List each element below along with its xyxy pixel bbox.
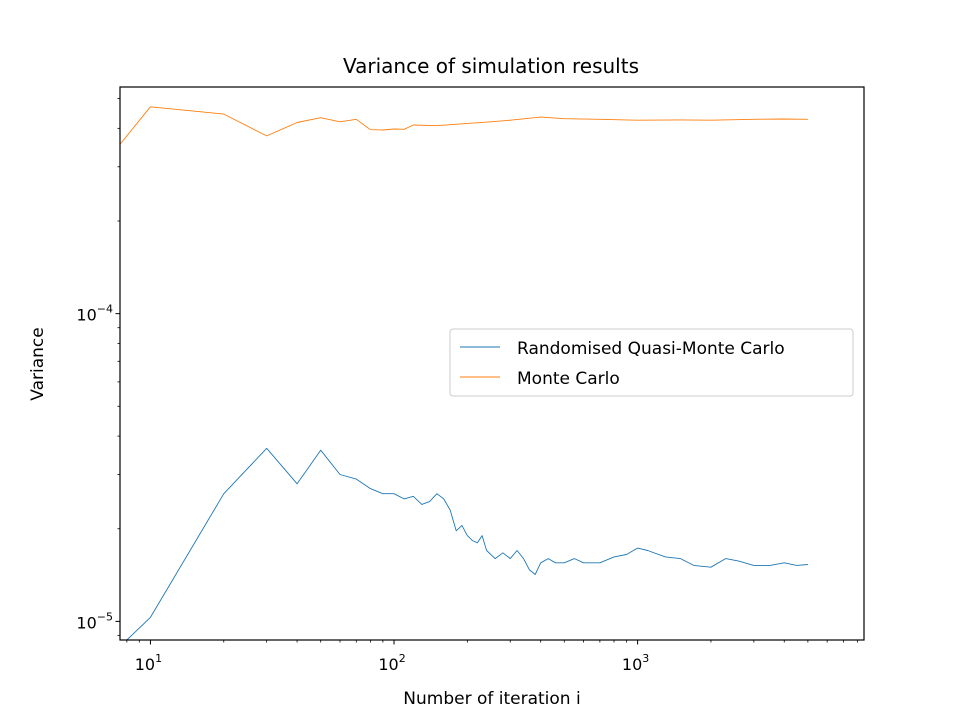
y-tick-label-0: 10−4: [76, 303, 113, 325]
legend-label-mc: Monte Carlo: [517, 369, 620, 389]
series-line-0: [126, 447, 808, 640]
series-line-1: [120, 106, 808, 145]
x-tick-label-1: 102: [378, 652, 405, 674]
plot-area: [119, 86, 865, 641]
y-tick-label-1: 10−5: [76, 610, 113, 632]
legend: Randomised Quasi-Monte Carlo Monte Carlo: [449, 328, 854, 397]
x-tick-label-0: 101: [135, 652, 162, 674]
legend-box: [449, 328, 854, 397]
chart-title: Variance of simulation results: [343, 54, 639, 78]
y-axis-label: Variance: [28, 327, 48, 400]
x-tick-label-2: 103: [622, 652, 649, 674]
legend-label-rqmc: Randomised Quasi-Monte Carlo: [517, 339, 785, 359]
x-axis-label: Number of iteration i: [403, 689, 580, 709]
